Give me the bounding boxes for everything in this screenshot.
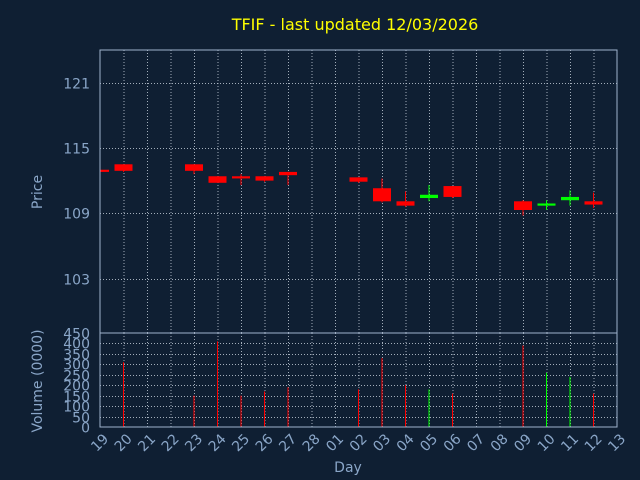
candle-body bbox=[373, 188, 391, 202]
candlestick-20 bbox=[114, 164, 133, 172]
x-tick-labels: 19 20 21 22 23 24 25 26 27 28 01 02 03 04 05 06 07 08 09 10… bbox=[88, 431, 629, 455]
candle-body bbox=[255, 176, 274, 181]
x-tick-label: 10 bbox=[535, 431, 559, 455]
candle-body bbox=[349, 177, 368, 182]
x-axis-label: Day bbox=[334, 460, 362, 476]
volume-tick-label: 50 bbox=[72, 411, 90, 427]
x-tick-label: 03 bbox=[370, 431, 394, 455]
candlestick-04 bbox=[396, 191, 415, 207]
x-tick-label: 05 bbox=[417, 431, 441, 455]
x-tick-label: 12 bbox=[582, 431, 606, 455]
candlestick-06 bbox=[443, 186, 462, 199]
candlestick-27 bbox=[279, 171, 297, 185]
candlestick-26 bbox=[255, 176, 274, 182]
volume-tick-label: 0 bbox=[81, 421, 90, 437]
x-tick-label: 01 bbox=[323, 431, 347, 455]
x-tick-label: 22 bbox=[159, 431, 183, 455]
x-tick-label: 07 bbox=[464, 431, 488, 455]
volume-tick-label: 100 bbox=[63, 400, 90, 416]
candlestick-11 bbox=[561, 190, 579, 206]
candlestick-25 bbox=[232, 174, 250, 185]
candle-body bbox=[514, 201, 532, 211]
price-tick-label: 103 bbox=[63, 273, 90, 289]
x-tick-label: 11 bbox=[558, 431, 582, 455]
candle-body bbox=[443, 186, 462, 197]
x-tick-label: 20 bbox=[112, 431, 136, 455]
candlestick-02 bbox=[349, 177, 368, 183]
candle-body bbox=[208, 176, 227, 183]
volume-tick-label: 150 bbox=[63, 390, 90, 406]
volume-tick-label: 350 bbox=[63, 348, 90, 364]
candlestick-12 bbox=[584, 192, 603, 208]
candlestick-09 bbox=[514, 200, 532, 216]
volume-panel-frame bbox=[99, 332, 618, 428]
candlestick-10 bbox=[537, 200, 556, 211]
candle-body bbox=[537, 203, 556, 206]
x-tick-label: 13 bbox=[605, 431, 629, 455]
x-tick-label: 09 bbox=[511, 431, 535, 455]
x-tick-label: 04 bbox=[394, 431, 418, 455]
candle-body bbox=[396, 201, 415, 206]
x-tick-label: 21 bbox=[135, 431, 159, 455]
candlestick-05 bbox=[420, 184, 438, 202]
candlestick-03 bbox=[373, 178, 391, 203]
x-tick-label: 26 bbox=[253, 431, 277, 455]
candlestick-23 bbox=[185, 164, 203, 175]
volume-tick-label: 400 bbox=[63, 337, 90, 353]
price-tick-label: 115 bbox=[63, 142, 90, 158]
candlesticks bbox=[99, 164, 603, 216]
chart-title: TFIF - last updated 12/03/2026 bbox=[231, 15, 479, 34]
volume-tick-label: 450 bbox=[63, 327, 90, 343]
x-tick-label: 27 bbox=[276, 431, 300, 455]
x-tick-label: 19 bbox=[88, 431, 112, 455]
x-tick-label: 23 bbox=[182, 431, 206, 455]
x-tick-label: 25 bbox=[229, 431, 253, 455]
candle-body bbox=[100, 169, 109, 172]
candle-body bbox=[561, 196, 579, 201]
volume-axis-label: Volume (0000) bbox=[30, 329, 46, 432]
price-tick-labels: 103 109 115 121 bbox=[63, 77, 90, 289]
candle-body bbox=[420, 194, 438, 199]
candle-body bbox=[232, 176, 250, 179]
x-tick-label: 02 bbox=[347, 431, 371, 455]
x-tick-label: 08 bbox=[488, 431, 512, 455]
volume-tick-label: 200 bbox=[63, 379, 90, 395]
x-tick-label: 28 bbox=[300, 431, 324, 455]
price-tick-label: 109 bbox=[63, 207, 90, 223]
x-tick-label: 06 bbox=[441, 431, 465, 455]
volume-tick-label: 250 bbox=[63, 369, 90, 385]
candle-body bbox=[114, 164, 133, 171]
price-axis-label: Price bbox=[30, 175, 46, 209]
candle-body bbox=[185, 164, 203, 171]
volume-bars bbox=[123, 341, 594, 427]
price-tick-label: 121 bbox=[63, 77, 90, 93]
candlestick-24 bbox=[208, 176, 227, 183]
x-tick-label: 24 bbox=[206, 431, 230, 455]
candle-body bbox=[279, 171, 297, 176]
candle-body bbox=[584, 201, 603, 205]
price-gridlines bbox=[100, 50, 617, 333]
candlestick-19 bbox=[99, 169, 109, 172]
volume-tick-label: 300 bbox=[63, 358, 90, 374]
